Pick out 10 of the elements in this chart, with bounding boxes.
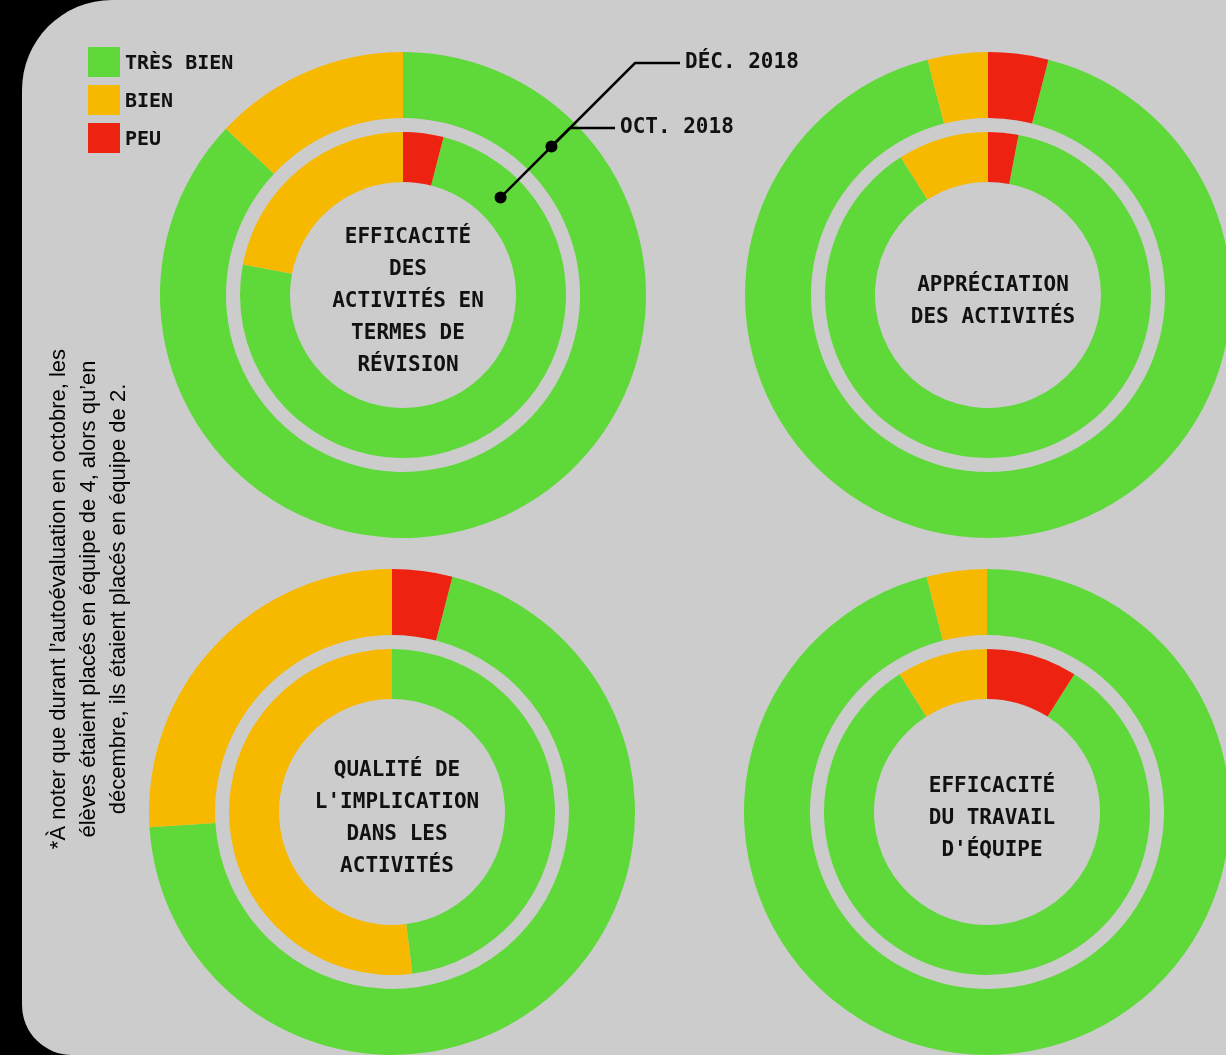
legend-label: PEU — [125, 126, 162, 150]
slice-label: OCT. 2018 — [620, 114, 734, 138]
legend-label: TRÈS BIEN — [125, 50, 234, 74]
legend-label: BIEN — [125, 88, 174, 112]
slice-label: DÉC. 2018 — [685, 49, 799, 73]
text: QUALITÉ DE L'IMPLICATION DANS LES ACTIVITÉS — [314, 756, 480, 877]
text: APPRÉCIATION DES ACTIVITÉS — [910, 271, 1076, 328]
text: EFFICACITÉ DES ACTIVITÉS EN TERMES DE RÉVISION — [332, 223, 484, 376]
text: EFFICACITÉ DU TRAVAIL D'ÉQUIPE — [928, 772, 1056, 861]
text: *À noter que durant l’autoévaluation en octobre, les élèves étaient placés en équipe de 4, alors qu’en décembre, ils étaient placés en équipe de 2. — [44, 347, 131, 852]
